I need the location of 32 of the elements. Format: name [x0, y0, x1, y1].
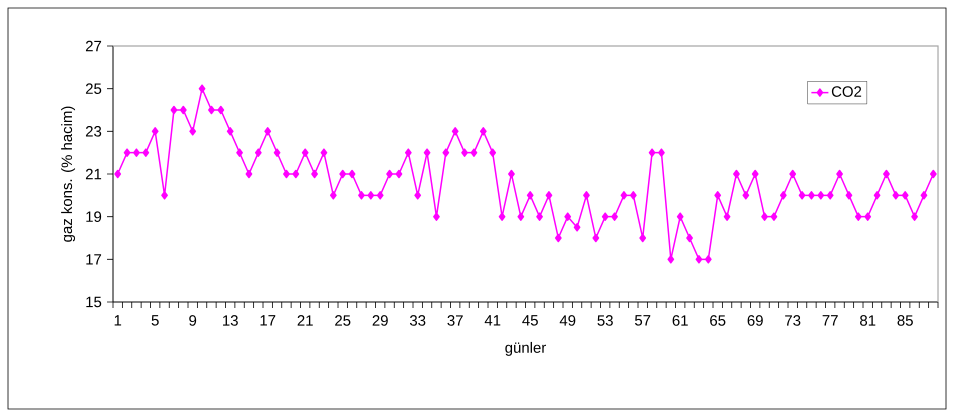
x-tick-label: 21 [298, 315, 313, 326]
x-tick-label: 57 [634, 315, 650, 326]
x-tick-label: 45 [522, 315, 538, 326]
x-tick-label: 65 [710, 315, 726, 326]
y-tick-label: 25 [86, 83, 102, 94]
x-tick-label: 61 [672, 315, 688, 326]
x-tick-label: 53 [597, 315, 613, 326]
y-tick-label: 23 [86, 126, 102, 137]
x-tick-label: 33 [410, 315, 426, 326]
x-tick-label: 41 [484, 315, 500, 326]
x-tick-label: 17 [260, 315, 276, 326]
legend-label: CO2 [832, 86, 862, 97]
x-tick-label: 29 [372, 315, 388, 326]
x-tick-label: 9 [189, 315, 196, 326]
y-axis-title: gaz kons. (% hacim) [61, 106, 76, 242]
x-tick-label: 13 [223, 315, 238, 326]
x-tick-label: 77 [822, 315, 838, 326]
x-tick-label: 25 [335, 315, 350, 326]
y-tick-label: 15 [86, 296, 102, 308]
x-tick-label: 37 [447, 315, 463, 326]
y-tick-label: 19 [86, 211, 102, 222]
x-tick-label: 85 [898, 315, 913, 326]
x-tick-label: 1 [114, 315, 122, 326]
x-tick-label: 73 [785, 315, 800, 326]
x-tick-label: 69 [748, 315, 763, 326]
y-tick-label: 21 [86, 168, 102, 180]
x-axis-title: günler [505, 342, 546, 356]
y-tick-label: 27 [86, 40, 102, 52]
x-tick-label: 49 [560, 315, 576, 326]
x-tick-label: 5 [152, 315, 159, 326]
x-tick-label: 81 [860, 315, 876, 326]
y-tick-label: 17 [86, 254, 102, 264]
